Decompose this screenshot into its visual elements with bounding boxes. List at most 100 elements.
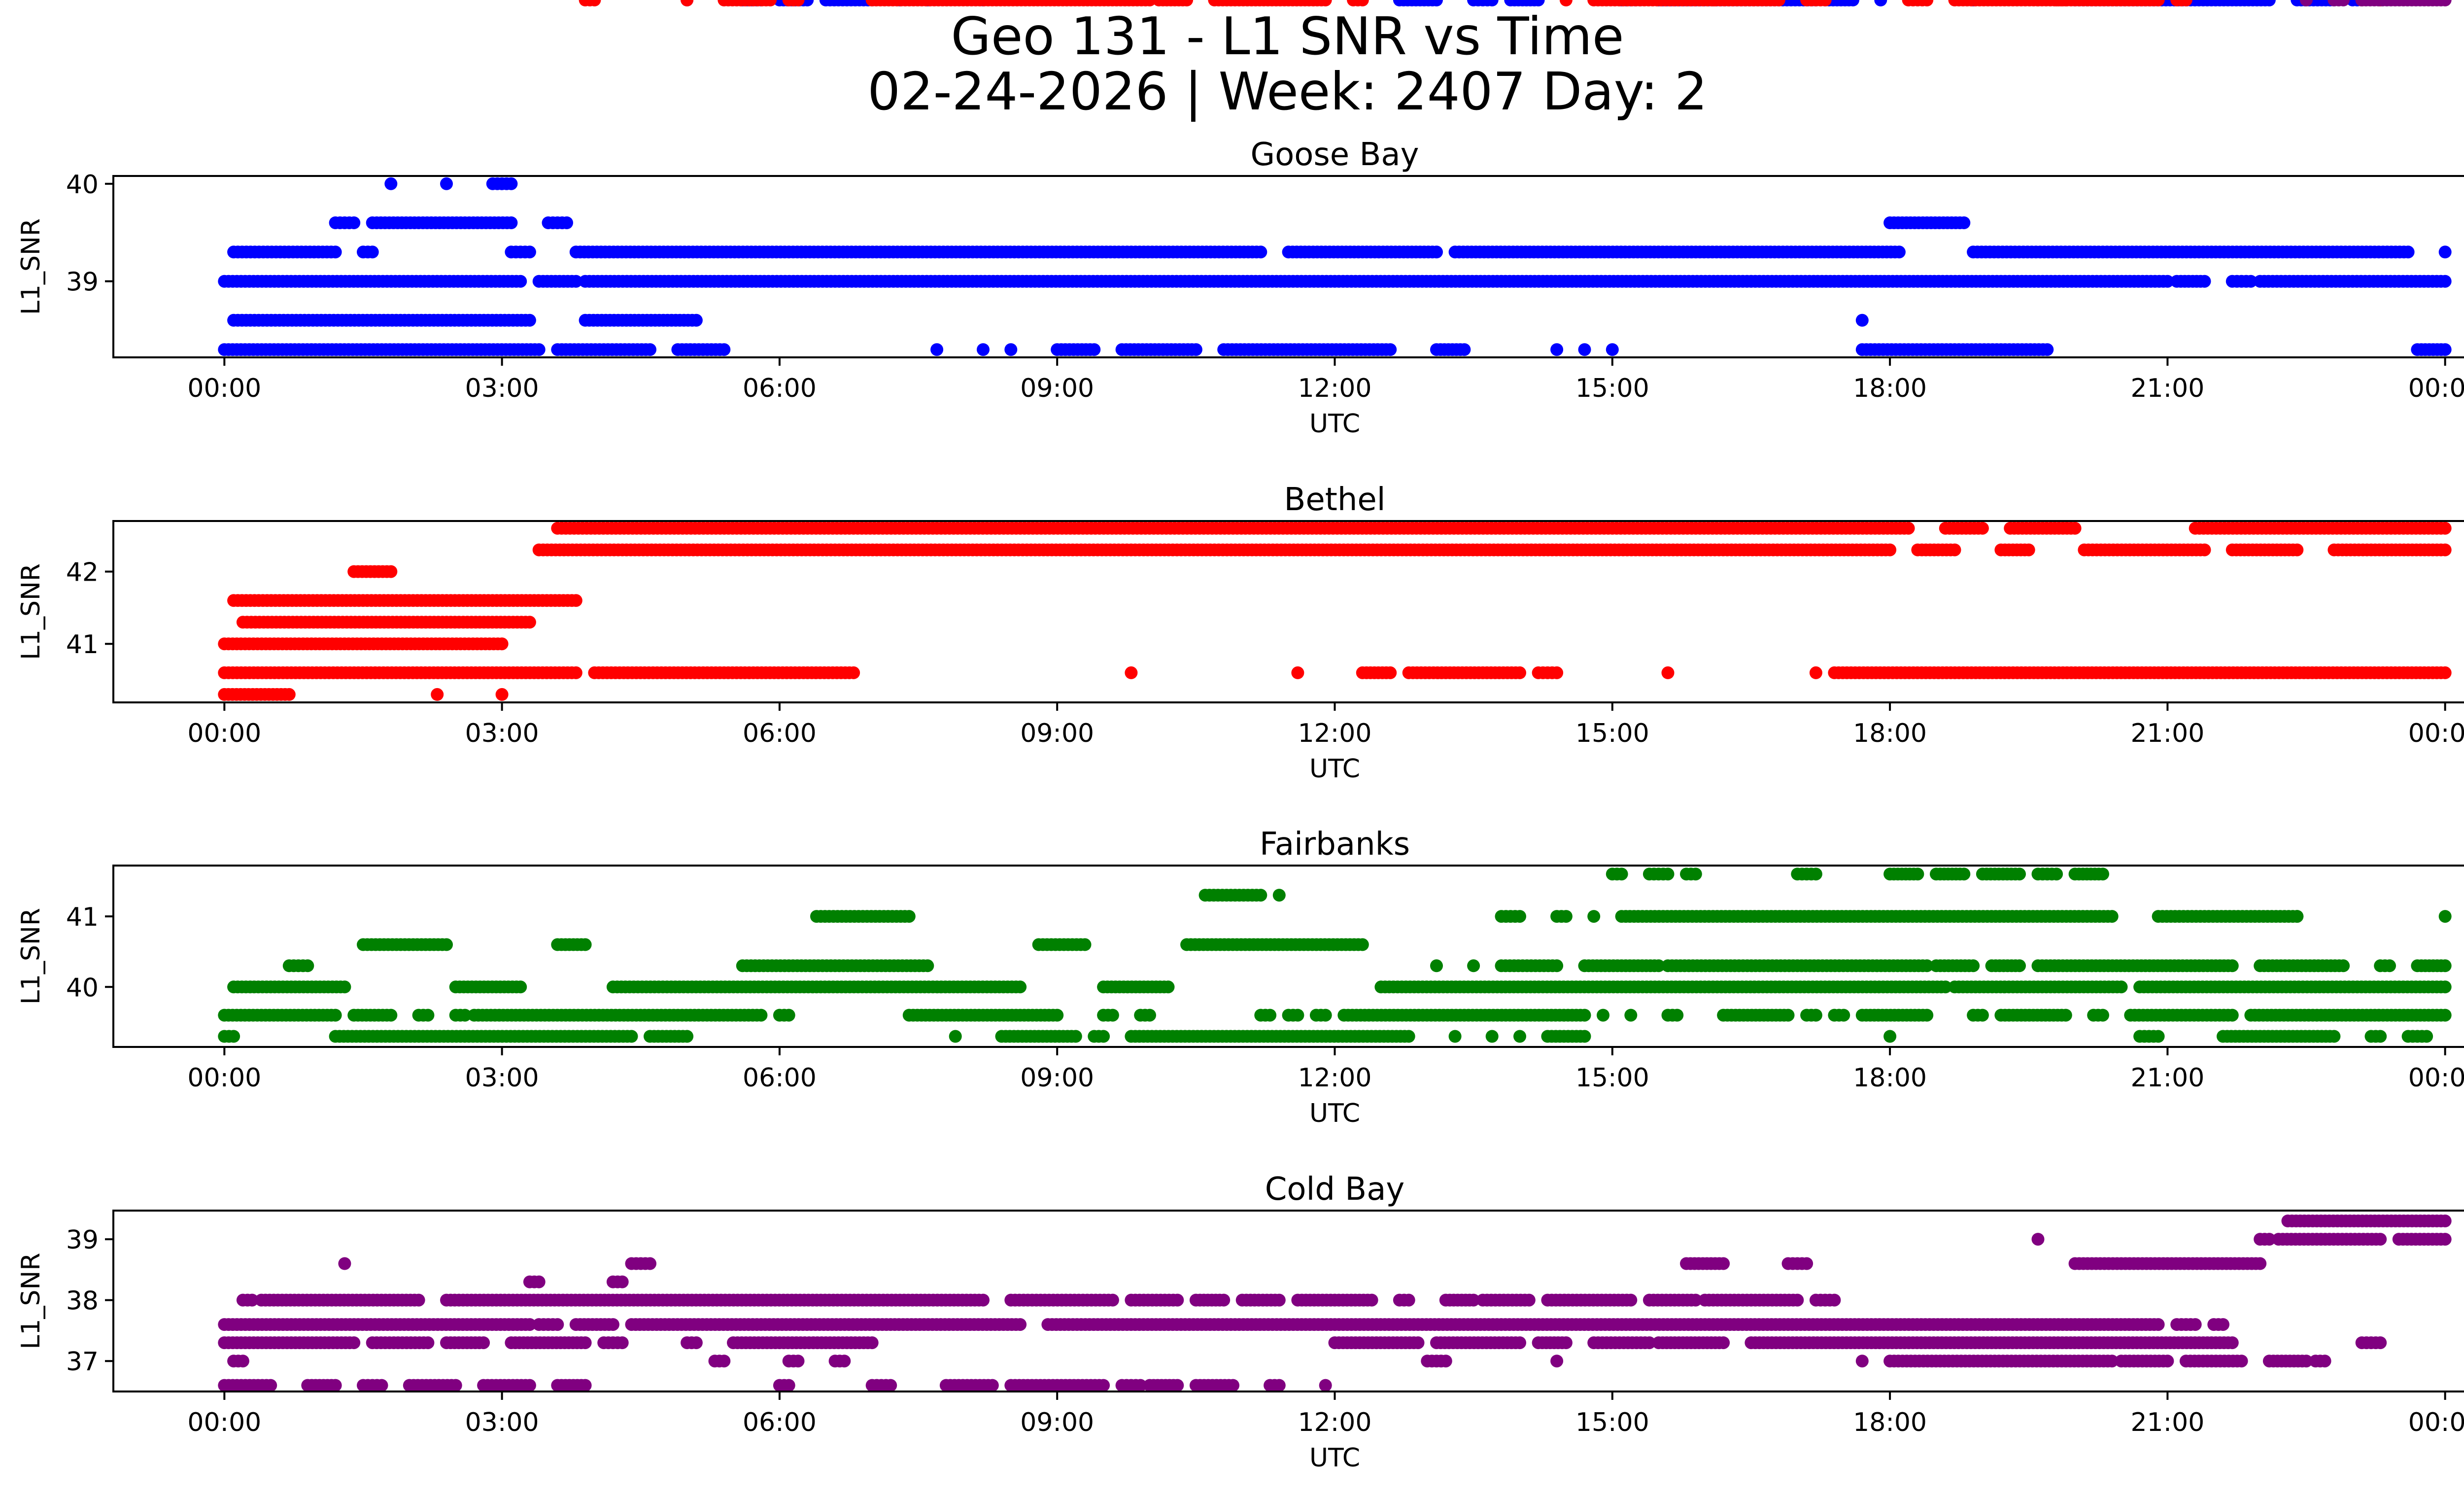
data-point — [1264, 1008, 1277, 1022]
data-point — [2105, 910, 2119, 923]
data-point — [1430, 245, 1443, 259]
data-point — [2152, 1030, 2165, 1043]
data-point — [1356, 938, 1369, 951]
data-point — [1967, 959, 1980, 973]
x-tick-label: 15:00 — [1575, 1063, 1649, 1093]
data-point — [338, 980, 351, 994]
data-point — [2225, 959, 2239, 973]
data-point — [1448, 1030, 1462, 1043]
x-tick-label: 15:00 — [1575, 719, 1649, 748]
data-point — [1014, 980, 1027, 994]
data-point — [1291, 666, 1304, 679]
data-point — [2198, 543, 2211, 556]
data-point — [375, 1379, 388, 1392]
data-point — [2244, 275, 2258, 288]
data-point — [1892, 245, 1906, 259]
data-point — [681, 0, 694, 6]
data-point — [1976, 1008, 1989, 1022]
data-point — [1467, 959, 1480, 973]
data-point — [930, 343, 944, 356]
axes-frame — [112, 175, 2464, 358]
data-point — [1671, 1008, 1684, 1022]
data-point — [1430, 0, 1443, 6]
data-point — [1254, 245, 1267, 259]
data-point — [2438, 980, 2452, 994]
y-tick-label: 39 — [66, 268, 99, 297]
data-point — [2115, 980, 2128, 994]
subplot-title: Goose Bay — [1251, 137, 1419, 173]
data-point — [523, 1379, 536, 1392]
x-tick-label: 00:00 — [187, 1063, 261, 1093]
data-point — [579, 1379, 592, 1392]
data-point — [2327, 1030, 2341, 1043]
x-axis-label: UTC — [1309, 754, 1360, 784]
data-point — [1559, 910, 1573, 923]
x-tick-label: 00:00 — [187, 719, 261, 748]
data-point — [1485, 1030, 1499, 1043]
data-point — [1911, 868, 1924, 881]
data-point — [1069, 1030, 1082, 1043]
data-point — [440, 177, 453, 190]
data-point — [2225, 1008, 2239, 1022]
data-point — [1689, 868, 1702, 881]
x-tick-label: 06:00 — [743, 719, 817, 748]
data-point — [2041, 343, 2054, 356]
data-point — [505, 216, 518, 229]
x-tick-label: 18:00 — [1853, 719, 1927, 748]
data-point — [449, 1379, 462, 1392]
data-point — [1291, 1008, 1304, 1022]
data-point — [523, 313, 536, 327]
data-point — [1661, 868, 1675, 881]
data-point — [2438, 666, 2452, 679]
data-point — [782, 1379, 795, 1392]
data-point — [949, 1030, 962, 1043]
data-point — [1781, 1008, 1795, 1022]
data-point — [1606, 343, 1619, 356]
x-tick-label: 21:00 — [2130, 719, 2204, 748]
x-tick-label: 03:00 — [465, 374, 539, 403]
x-tick-label: 06:00 — [743, 1063, 817, 1093]
data-point — [1874, 0, 1887, 6]
data-point — [625, 1030, 638, 1043]
data-point — [366, 245, 379, 259]
subplot-title: Cold Bay — [1265, 1171, 1405, 1208]
data-point — [384, 565, 398, 578]
data-point — [384, 177, 398, 190]
data-point — [1578, 343, 1591, 356]
data-point — [884, 1379, 897, 1392]
data-point — [689, 313, 703, 327]
data-point — [329, 1379, 342, 1392]
data-point — [644, 343, 656, 356]
data-point — [1847, 0, 1859, 6]
data-point — [1883, 1030, 1897, 1043]
data-point — [2013, 959, 2026, 973]
data-point — [514, 980, 527, 994]
x-tick-label: 12:00 — [1298, 719, 1372, 748]
data-point — [1125, 666, 1138, 679]
data-point — [2438, 910, 2452, 923]
data-point — [1513, 910, 1526, 923]
data-point — [1513, 666, 1526, 679]
data-point — [1920, 1008, 1934, 1022]
data-point — [1384, 343, 1397, 356]
data-point — [440, 938, 453, 951]
data-series — [218, 0, 2452, 356]
data-point — [1661, 666, 1675, 679]
data-point — [2438, 275, 2452, 288]
data-point — [421, 1008, 435, 1022]
data-point — [329, 1008, 342, 1022]
data-point — [431, 688, 444, 701]
data-point — [1513, 1030, 1526, 1043]
data-point — [347, 216, 361, 229]
data-point — [532, 343, 546, 356]
x-tick-label: 09:00 — [1020, 719, 1094, 748]
data-point — [1430, 959, 1443, 973]
data-point — [1485, 0, 1499, 6]
data-point — [2013, 868, 2026, 881]
data-point — [2438, 343, 2452, 356]
data-point — [1384, 666, 1397, 679]
data-point — [1189, 343, 1202, 356]
data-point — [847, 666, 860, 679]
